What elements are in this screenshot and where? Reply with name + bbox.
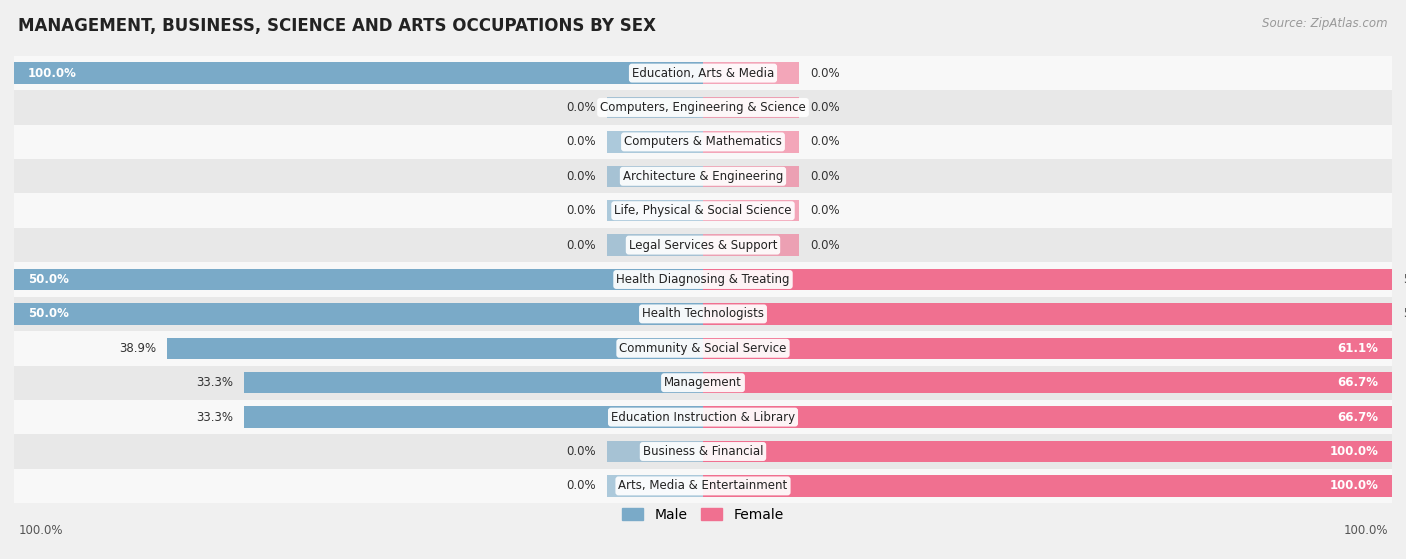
Text: 0.0%: 0.0% (565, 239, 596, 252)
Bar (703, 372, 1406, 394)
Bar (14, 228, 1392, 262)
Bar (245, 372, 703, 394)
Text: 100.0%: 100.0% (28, 67, 77, 79)
Text: Education Instruction & Library: Education Instruction & Library (612, 411, 794, 424)
Text: 50.0%: 50.0% (1403, 273, 1406, 286)
Bar (14, 125, 1392, 159)
Text: Architecture & Engineering: Architecture & Engineering (623, 170, 783, 183)
Bar (703, 475, 1406, 496)
Bar (14, 366, 1392, 400)
Bar (703, 200, 800, 221)
Bar (703, 131, 800, 153)
Text: Health Diagnosing & Treating: Health Diagnosing & Treating (616, 273, 790, 286)
Bar (14, 269, 703, 290)
Text: 0.0%: 0.0% (810, 135, 841, 148)
Bar (14, 262, 1392, 297)
Bar (245, 406, 703, 428)
Text: Health Technologists: Health Technologists (643, 307, 763, 320)
Bar (0, 63, 703, 84)
Text: 33.3%: 33.3% (197, 411, 233, 424)
Bar (606, 200, 703, 221)
Text: 50.0%: 50.0% (1403, 307, 1406, 320)
Bar (14, 303, 703, 325)
Bar (703, 338, 1406, 359)
Text: 100.0%: 100.0% (1329, 480, 1378, 492)
Text: 0.0%: 0.0% (565, 101, 596, 114)
Bar (606, 131, 703, 153)
Text: 0.0%: 0.0% (565, 170, 596, 183)
Text: 0.0%: 0.0% (810, 204, 841, 217)
Bar (14, 159, 1392, 193)
Bar (703, 165, 800, 187)
Bar (14, 193, 1392, 228)
Text: 66.7%: 66.7% (1337, 376, 1378, 389)
Text: 100.0%: 100.0% (1329, 445, 1378, 458)
Text: Arts, Media & Entertainment: Arts, Media & Entertainment (619, 480, 787, 492)
Text: 61.1%: 61.1% (1337, 342, 1378, 355)
Text: Community & Social Service: Community & Social Service (619, 342, 787, 355)
Bar (167, 338, 703, 359)
Bar (606, 234, 703, 256)
Bar (14, 297, 1392, 331)
Text: Computers, Engineering & Science: Computers, Engineering & Science (600, 101, 806, 114)
Bar (703, 97, 800, 118)
Text: Legal Services & Support: Legal Services & Support (628, 239, 778, 252)
Text: 0.0%: 0.0% (565, 480, 596, 492)
Bar (606, 165, 703, 187)
Text: 0.0%: 0.0% (810, 170, 841, 183)
Bar (703, 406, 1406, 428)
Bar (14, 400, 1392, 434)
Text: 0.0%: 0.0% (810, 67, 841, 79)
Text: 0.0%: 0.0% (810, 239, 841, 252)
Text: 100.0%: 100.0% (1343, 524, 1388, 537)
Legend: Male, Female: Male, Female (617, 503, 789, 528)
Text: Education, Arts & Media: Education, Arts & Media (631, 67, 775, 79)
Bar (14, 56, 1392, 91)
Text: 50.0%: 50.0% (28, 307, 69, 320)
Text: 100.0%: 100.0% (18, 524, 63, 537)
Text: Business & Financial: Business & Financial (643, 445, 763, 458)
Bar (14, 434, 1392, 468)
Text: 0.0%: 0.0% (565, 445, 596, 458)
Bar (703, 303, 1392, 325)
Bar (14, 91, 1392, 125)
Text: 0.0%: 0.0% (810, 101, 841, 114)
Bar (606, 475, 703, 496)
Text: 38.9%: 38.9% (120, 342, 156, 355)
Bar (606, 441, 703, 462)
Text: 0.0%: 0.0% (565, 135, 596, 148)
Text: Computers & Mathematics: Computers & Mathematics (624, 135, 782, 148)
Text: Life, Physical & Social Science: Life, Physical & Social Science (614, 204, 792, 217)
Text: 33.3%: 33.3% (197, 376, 233, 389)
Bar (703, 63, 800, 84)
Text: Source: ZipAtlas.com: Source: ZipAtlas.com (1263, 17, 1388, 30)
Text: 0.0%: 0.0% (565, 204, 596, 217)
Text: 66.7%: 66.7% (1337, 411, 1378, 424)
Bar (703, 269, 1392, 290)
Bar (606, 97, 703, 118)
Bar (703, 441, 1406, 462)
Text: MANAGEMENT, BUSINESS, SCIENCE AND ARTS OCCUPATIONS BY SEX: MANAGEMENT, BUSINESS, SCIENCE AND ARTS O… (18, 17, 657, 35)
Bar (14, 331, 1392, 366)
Text: 50.0%: 50.0% (28, 273, 69, 286)
Bar (703, 234, 800, 256)
Text: Management: Management (664, 376, 742, 389)
Bar (14, 468, 1392, 503)
